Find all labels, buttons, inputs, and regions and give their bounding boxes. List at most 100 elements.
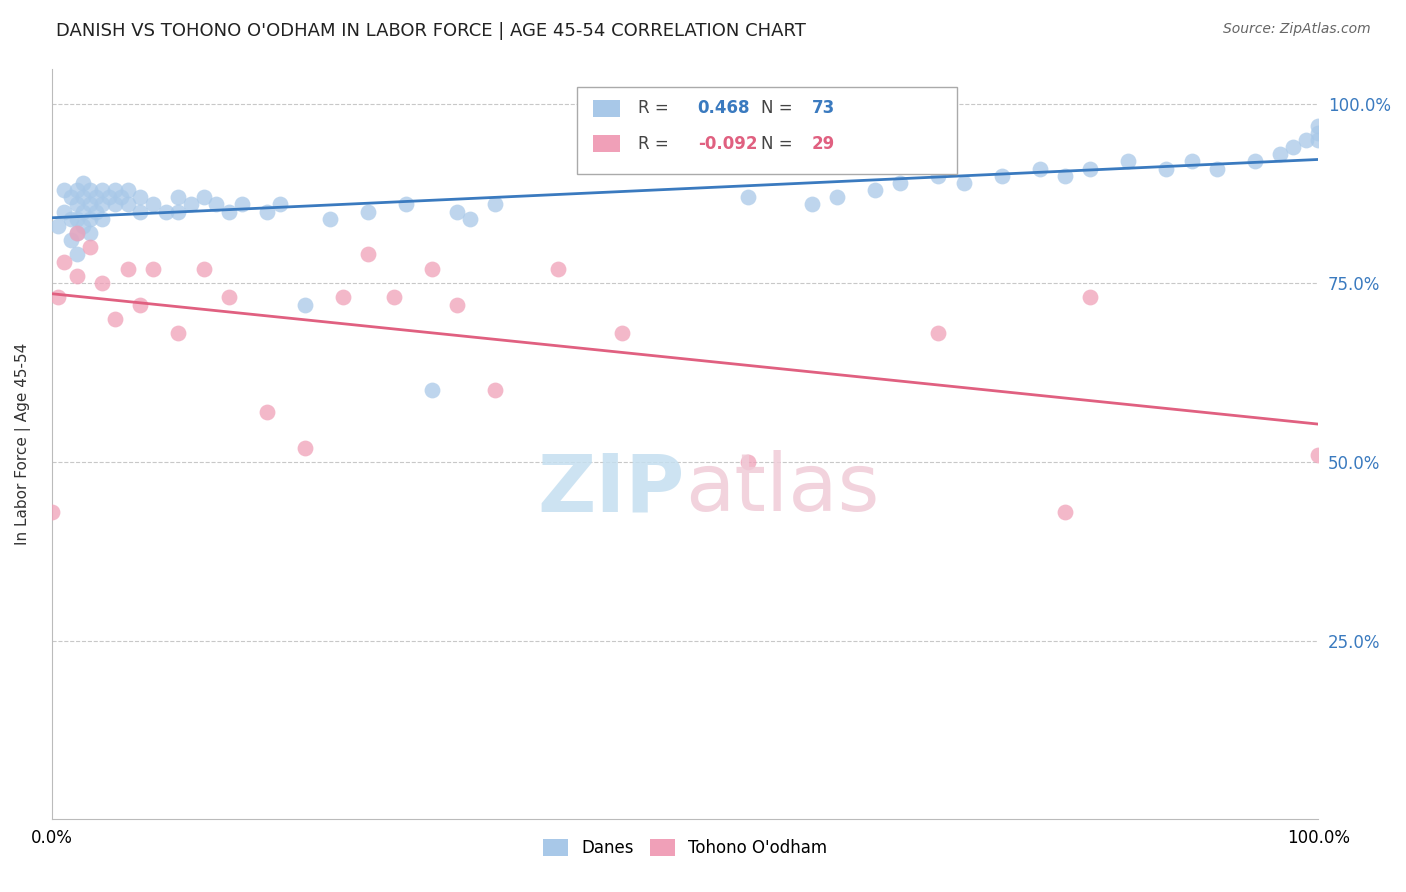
Point <box>990 169 1012 183</box>
Point <box>117 183 139 197</box>
Point <box>800 197 823 211</box>
FancyBboxPatch shape <box>592 100 620 117</box>
Point <box>952 176 974 190</box>
Point <box>66 183 89 197</box>
Point <box>59 211 82 226</box>
Point <box>357 247 380 261</box>
Point <box>180 197 202 211</box>
Point <box>458 211 481 226</box>
Point <box>59 233 82 247</box>
Point <box>79 183 101 197</box>
Point <box>66 226 89 240</box>
Point <box>84 190 107 204</box>
Point <box>167 190 190 204</box>
Point <box>1308 133 1330 147</box>
Point <box>205 197 228 211</box>
Point <box>167 326 190 340</box>
Point <box>66 247 89 261</box>
Point <box>294 441 316 455</box>
Point <box>420 261 443 276</box>
Y-axis label: In Labor Force | Age 45-54: In Labor Force | Age 45-54 <box>15 343 31 545</box>
Point <box>382 290 405 304</box>
Point <box>1053 169 1076 183</box>
Point <box>395 197 418 211</box>
Point <box>927 169 949 183</box>
Text: R =: R = <box>638 135 675 153</box>
Point <box>104 197 127 211</box>
Point <box>1282 140 1305 154</box>
Point <box>53 183 76 197</box>
Point <box>218 290 240 304</box>
Point <box>256 405 278 419</box>
FancyBboxPatch shape <box>592 136 620 152</box>
Point <box>1116 154 1139 169</box>
Point <box>91 197 114 211</box>
Point <box>66 197 89 211</box>
Point <box>193 261 215 276</box>
Point <box>110 190 132 204</box>
Point <box>72 190 94 204</box>
Text: R =: R = <box>638 99 675 118</box>
Point <box>737 190 759 204</box>
Point <box>117 261 139 276</box>
Text: 73: 73 <box>811 99 835 118</box>
Point <box>863 183 886 197</box>
Text: Source: ZipAtlas.com: Source: ZipAtlas.com <box>1223 22 1371 37</box>
Text: N =: N = <box>761 99 799 118</box>
Point <box>446 204 468 219</box>
Point <box>59 190 82 204</box>
Text: -0.092: -0.092 <box>697 135 758 153</box>
Point <box>610 326 633 340</box>
Point <box>1308 448 1330 462</box>
Text: 29: 29 <box>811 135 835 153</box>
Point <box>72 204 94 219</box>
Point <box>104 183 127 197</box>
Point <box>91 183 114 197</box>
Legend: Danes, Tohono O'odham: Danes, Tohono O'odham <box>536 832 834 863</box>
Point <box>319 211 342 226</box>
Text: ZIP: ZIP <box>538 450 685 528</box>
Point <box>420 384 443 398</box>
Text: 0.468: 0.468 <box>697 99 751 118</box>
Point <box>66 268 89 283</box>
Point <box>889 176 911 190</box>
Point <box>1295 133 1317 147</box>
Point <box>97 190 120 204</box>
Point <box>1053 505 1076 519</box>
Point <box>129 297 152 311</box>
Point <box>1078 161 1101 176</box>
Text: atlas: atlas <box>685 450 879 528</box>
Point <box>117 197 139 211</box>
Point <box>79 240 101 254</box>
Point <box>1244 154 1267 169</box>
Point <box>484 197 506 211</box>
Point <box>1028 161 1050 176</box>
Point <box>193 190 215 204</box>
FancyBboxPatch shape <box>578 87 957 174</box>
Point <box>129 204 152 219</box>
Point <box>72 219 94 233</box>
Point <box>41 505 63 519</box>
Point <box>737 455 759 469</box>
Point <box>825 190 848 204</box>
Point <box>167 204 190 219</box>
Point <box>294 297 316 311</box>
Point <box>46 290 69 304</box>
Point <box>129 190 152 204</box>
Point <box>332 290 354 304</box>
Point <box>231 197 253 211</box>
Point <box>66 226 89 240</box>
Point <box>46 219 69 233</box>
Point <box>218 204 240 219</box>
Point <box>256 204 278 219</box>
Point <box>927 326 949 340</box>
Point <box>72 176 94 190</box>
Point <box>66 211 89 226</box>
Point <box>1078 290 1101 304</box>
Point <box>484 384 506 398</box>
Point <box>1270 147 1292 161</box>
Point <box>84 204 107 219</box>
Point <box>53 204 76 219</box>
Point <box>79 197 101 211</box>
Point <box>104 311 127 326</box>
